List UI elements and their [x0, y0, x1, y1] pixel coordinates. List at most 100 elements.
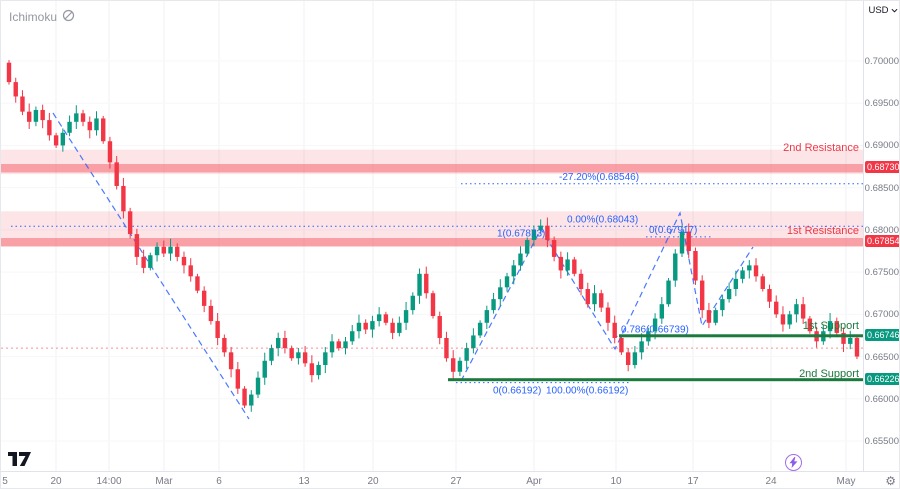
fib-label: -27.20%(0.68546)	[559, 172, 639, 183]
candle-body	[652, 318, 658, 332]
candle-body	[800, 304, 806, 319]
time-tick-label: 10	[610, 476, 622, 487]
candle-body	[504, 276, 510, 288]
candle-body	[269, 348, 274, 361]
candle-body	[794, 304, 799, 315]
fib-label: 1(0.67873)	[497, 229, 545, 240]
candle-body	[276, 337, 281, 349]
candle-body	[67, 121, 72, 133]
time-axis[interactable]: ⚙ 5 20 14:00 Mar 6 13 20 27 Apr 10 17 24 May	[1, 471, 899, 488]
candle-body	[242, 388, 247, 406]
price-level-tag: 0.67854	[865, 235, 900, 248]
candle-body	[255, 377, 261, 395]
candle-body	[726, 288, 732, 300]
resistance-line[interactable]	[1, 164, 863, 173]
candle-body	[706, 310, 712, 323]
chart-settings-gear-icon[interactable]: ⚙	[885, 474, 896, 488]
candle-body	[498, 287, 503, 300]
time-tick-label: May	[836, 476, 856, 487]
price-axis[interactable]: USD 0.70000 0.69500 0.69000 0.68500 0.68000 0…	[863, 1, 900, 471]
candle-body	[780, 314, 786, 325]
candle-body	[208, 305, 214, 322]
resistance-line[interactable]	[1, 237, 863, 247]
chart-plot-area[interactable]: 2nd Resistance 1st Resistance 1st Support 2…	[1, 1, 863, 471]
candle-body	[841, 332, 846, 344]
candle-body	[538, 225, 543, 230]
lightning-icon	[789, 457, 798, 468]
price-tick-label: 0.67000	[864, 309, 899, 321]
candle-body	[235, 369, 241, 389]
candle-body	[289, 348, 294, 359]
fib-label: 0(0.66192)	[493, 386, 541, 397]
candle-body	[659, 304, 665, 319]
candle-body	[471, 335, 476, 349]
support-line[interactable]	[448, 378, 863, 382]
price-tick-label: 0.66000	[864, 393, 899, 405]
tradingview-logo[interactable]	[8, 452, 31, 471]
candle-body	[74, 113, 79, 122]
price-tick-label: 0.68500	[864, 182, 899, 194]
candle-body	[296, 352, 301, 359]
eye-off-icon[interactable]	[62, 9, 75, 25]
support-label: 2nd Support	[799, 368, 859, 380]
candlestick-chart[interactable]: 2nd Resistance 1st Resistance 1st Support 2…	[1, 1, 863, 471]
candle-body	[558, 256, 564, 271]
candle-body	[484, 310, 490, 323]
candle-body	[787, 314, 792, 325]
resistance-band[interactable]	[1, 149, 863, 175]
candle-body	[848, 337, 853, 344]
time-tick-label: 27	[450, 476, 462, 487]
candle-body	[262, 360, 267, 378]
currency-label: USD	[868, 5, 889, 16]
candle-body	[464, 348, 469, 361]
fib-label: 0.786(0.66739)	[621, 324, 689, 335]
candle-body	[6, 62, 12, 83]
candle-body	[673, 253, 678, 281]
support-line[interactable]	[619, 334, 863, 338]
currency-selector[interactable]: USD	[864, 5, 899, 16]
candle-body	[302, 352, 308, 364]
price-tick-label: 0.65500	[864, 435, 899, 447]
support-label: 1st Support	[803, 320, 859, 332]
candle-body	[834, 321, 839, 333]
candle-body	[47, 120, 52, 136]
candle-body	[545, 225, 550, 241]
candle-body	[154, 246, 160, 256]
candle-body	[383, 314, 389, 323]
candle-body	[531, 229, 537, 241]
candle-body	[457, 360, 463, 372]
candle-body	[60, 132, 66, 146]
candle-body	[222, 337, 227, 353]
candle-body	[686, 231, 691, 251]
resistance-band[interactable]	[1, 211, 863, 247]
lightning-boost-button[interactable]	[785, 454, 802, 471]
indicator-legend[interactable]: Ichimoku	[9, 9, 75, 25]
candle-body	[350, 331, 355, 342]
candle-body	[127, 211, 133, 235]
candle-body	[430, 293, 436, 317]
candle-body	[720, 299, 725, 311]
price-level-tag: 0.66746	[865, 328, 900, 341]
candle-body	[605, 307, 611, 323]
candle-body	[619, 337, 624, 353]
time-tick-label: 6	[216, 476, 222, 487]
candle-body	[363, 322, 368, 330]
candle-body	[511, 265, 516, 277]
candle-body	[713, 310, 718, 323]
candle-body	[679, 231, 685, 254]
candle-body	[195, 276, 200, 291]
candle-body	[26, 111, 32, 122]
price-tick-label: 0.70000	[864, 56, 899, 67]
candle-body	[424, 273, 429, 294]
candle-body	[592, 293, 597, 305]
candle-body	[632, 352, 638, 365]
time-tick-label: Mar	[155, 476, 173, 487]
candle-body	[699, 280, 705, 311]
candle-body	[175, 246, 180, 257]
candle-body	[390, 322, 395, 333]
candle-body	[336, 341, 341, 349]
candle-body	[572, 259, 577, 274]
candle-body	[807, 318, 813, 332]
candle-body	[114, 162, 119, 186]
